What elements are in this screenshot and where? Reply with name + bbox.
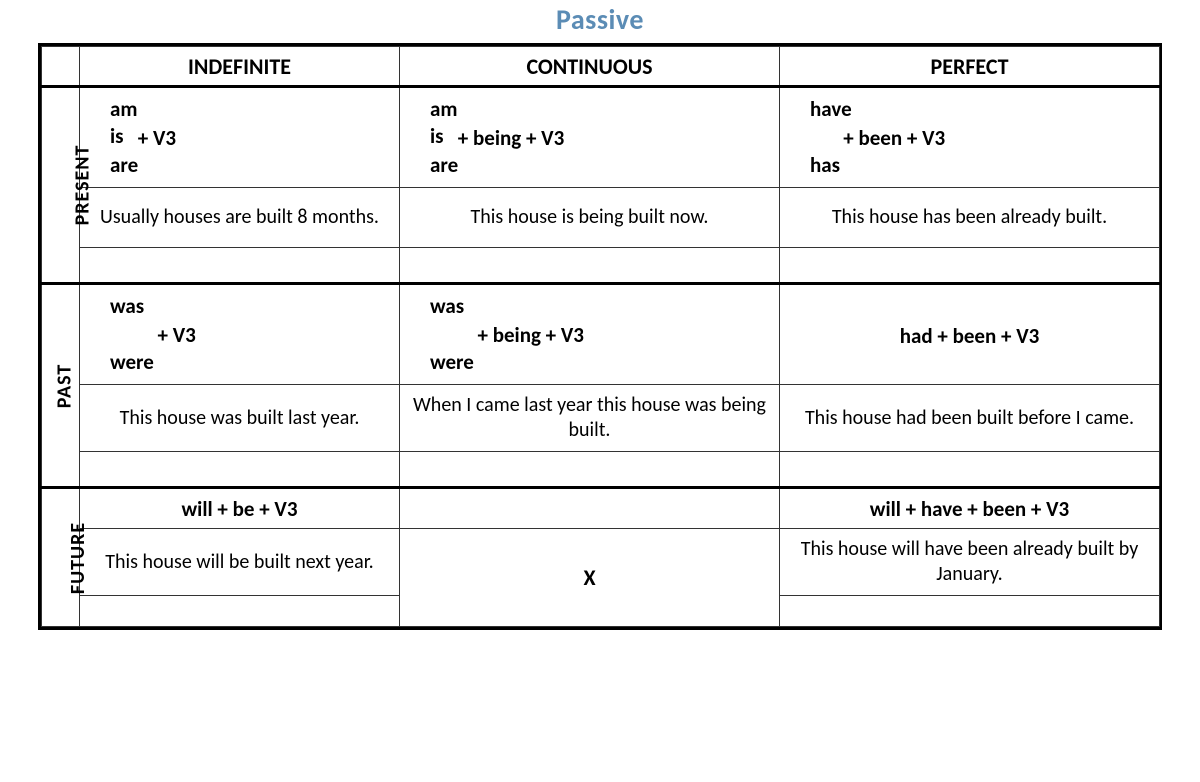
page-title: Passive <box>38 2 1162 37</box>
grammar-table: INDEFINITE CONTINUOUS PERFECT PRESENT am… <box>41 46 1160 627</box>
future-continuous-example: X <box>400 529 780 627</box>
present-indefinite-example: Usually houses are built 8 months. <box>80 188 400 248</box>
past-formula-row: PAST was + V3 were was + being + V3 wer <box>42 284 1160 385</box>
past-example-row: This house was built last year. When I c… <box>42 385 1160 452</box>
future-indefinite-formula: will + be + V3 <box>80 488 400 529</box>
rowhead-future-label: FUTURE <box>66 522 90 594</box>
rowhead-present: PRESENT <box>42 87 80 284</box>
future-continuous-formula <box>400 488 780 529</box>
present-continuous-formula: am is + being + V3 are <box>400 87 780 188</box>
present-perfect-example: This house has been already built. <box>780 188 1160 248</box>
col-perfect: PERFECT <box>780 47 1160 87</box>
col-indefinite: INDEFINITE <box>80 47 400 87</box>
corner-cell <box>42 47 80 87</box>
present-example-row: Usually houses are built 8 months. This … <box>42 188 1160 248</box>
present-indefinite-formula: am is + V3 are <box>80 87 400 188</box>
future-perfect-formula: will + have + been + V3 <box>780 488 1160 529</box>
future-indefinite-example: This house will be built next year. <box>80 529 400 596</box>
grammar-table-container: INDEFINITE CONTINUOUS PERFECT PRESENT am… <box>38 43 1162 630</box>
rowhead-past-label: PAST <box>52 363 76 408</box>
past-continuous-example: When I came last year this house was bei… <box>400 385 780 452</box>
present-empty-row <box>42 248 1160 284</box>
col-continuous: CONTINUOUS <box>400 47 780 87</box>
past-indefinite-formula: was + V3 were <box>80 284 400 385</box>
rowhead-present-label: PRESENT <box>70 145 94 226</box>
rowhead-past: PAST <box>42 284 80 488</box>
future-perfect-example: This house will have been already built … <box>780 529 1160 596</box>
future-example-row: This house will be built next year. X Th… <box>42 529 1160 596</box>
past-continuous-formula: was + being + V3 were <box>400 284 780 385</box>
past-empty-row <box>42 452 1160 488</box>
present-perfect-formula: have + been + V3 has <box>780 87 1160 188</box>
present-formula-row: PRESENT am is + V3 are am is + being + V… <box>42 87 1160 188</box>
past-indefinite-example: This house was built last year. <box>80 385 400 452</box>
past-perfect-example: This house had been built before I came. <box>780 385 1160 452</box>
table-header-row: INDEFINITE CONTINUOUS PERFECT <box>42 47 1160 87</box>
present-continuous-example: This house is being built now. <box>400 188 780 248</box>
future-formula-row: FUTURE will + be + V3 will + have + been… <box>42 488 1160 529</box>
rowhead-future: FUTURE <box>42 488 80 627</box>
past-perfect-formula: had + been + V3 <box>780 284 1160 385</box>
